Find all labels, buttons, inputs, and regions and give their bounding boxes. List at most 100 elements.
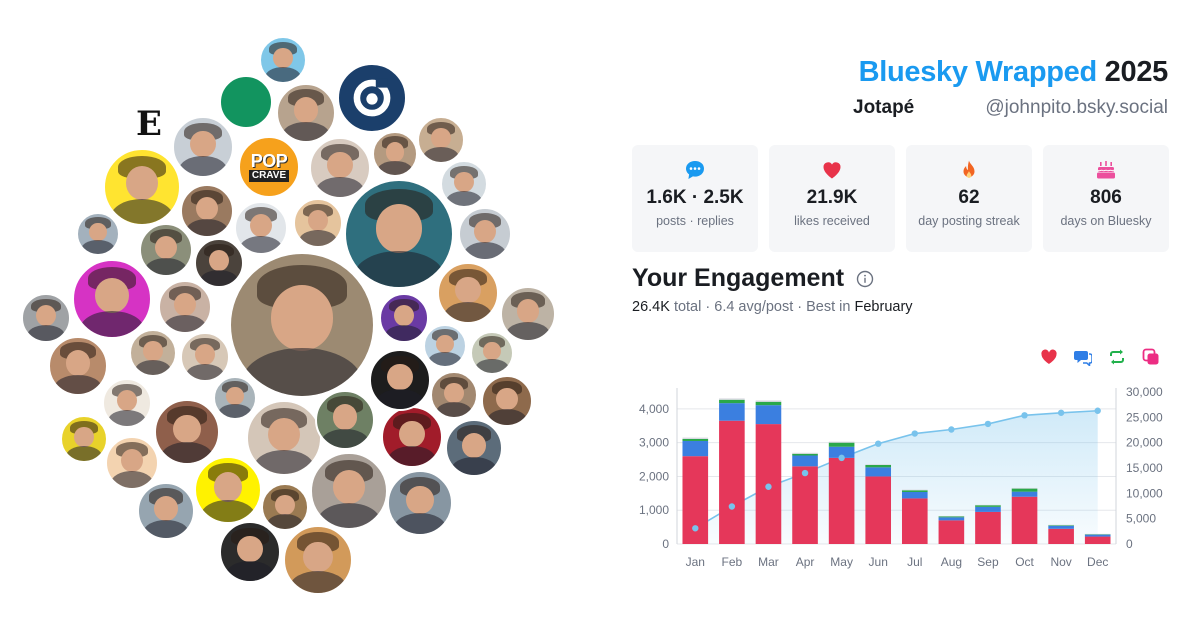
follower-avatar[interactable] xyxy=(372,131,418,177)
follower-avatar[interactable] xyxy=(387,470,453,536)
bar-segment xyxy=(682,440,709,457)
follower-avatar[interactable] xyxy=(21,293,71,343)
pop-crave-logo-top: POP xyxy=(250,150,288,171)
follower-avatar[interactable] xyxy=(500,286,556,342)
x-tick-label: Mar xyxy=(758,555,779,569)
heart-icon xyxy=(769,159,895,181)
x-tick-label: Oct xyxy=(1015,555,1034,569)
cumulative-point xyxy=(838,454,845,462)
bar-segment xyxy=(1084,534,1111,537)
repost-icon[interactable] xyxy=(1108,348,1126,366)
engagement-summary: 26.4K total · 6.4 avg/post · Best in Feb… xyxy=(632,299,913,315)
stat-value: 1.6K · 2.5K xyxy=(646,187,744,208)
follower-avatar[interactable] xyxy=(470,331,514,375)
engagement-total-word: total xyxy=(673,299,702,315)
follower-avatar[interactable] xyxy=(430,371,478,419)
follower-avatar[interactable] xyxy=(137,482,195,540)
follower-avatar[interactable] xyxy=(445,419,503,477)
bar-segment xyxy=(1048,525,1074,526)
follower-avatar[interactable] xyxy=(283,525,353,595)
follower-avatar[interactable] xyxy=(293,198,343,248)
bar-segment xyxy=(755,400,782,402)
reply-icon[interactable] xyxy=(1074,348,1092,366)
cake-icon xyxy=(1043,159,1169,181)
y2-tick-label: 25,000 xyxy=(1126,410,1163,424)
follower-avatar[interactable] xyxy=(481,375,533,427)
follower-avatar[interactable] xyxy=(276,83,336,143)
publication-logo[interactable]: E xyxy=(136,104,162,144)
cumulative-point xyxy=(875,440,882,447)
follower-avatar[interactable] xyxy=(105,436,159,490)
quote-icon[interactable] xyxy=(1142,348,1160,366)
follower-avatar[interactable] xyxy=(417,116,465,164)
y2-tick-label: 0 xyxy=(1126,537,1133,551)
follower-avatar[interactable] xyxy=(48,336,108,396)
follower-avatar[interactable] xyxy=(219,521,281,583)
bar-segment xyxy=(865,476,892,544)
x-tick-label: Nov xyxy=(1050,555,1071,569)
y-tick-label: 3,000 xyxy=(639,436,669,450)
follower-avatar[interactable] xyxy=(60,415,108,463)
follower-avatar[interactable] xyxy=(309,137,371,199)
follower-avatar[interactable] xyxy=(246,400,322,476)
follower-avatar[interactable] xyxy=(139,223,193,277)
bar-segment xyxy=(719,398,745,400)
follower-avatar[interactable] xyxy=(158,280,212,334)
y2-tick-label: 20,000 xyxy=(1126,436,1163,450)
follower-avatar[interactable] xyxy=(458,207,512,261)
cumulative-point xyxy=(948,426,955,433)
follower-avatar[interactable] xyxy=(259,36,307,84)
follower-avatar[interactable] xyxy=(261,483,309,531)
bar-segment xyxy=(865,464,892,465)
follower-avatar[interactable] xyxy=(315,390,375,450)
bar-segment xyxy=(938,515,965,517)
follower-avatar[interactable] xyxy=(172,116,234,178)
follower-avatar[interactable] xyxy=(180,332,230,382)
title-year: 2025 xyxy=(1104,56,1169,88)
bar-segment xyxy=(1048,528,1074,544)
follower-avatar[interactable] xyxy=(72,259,152,339)
follower-avatar[interactable] xyxy=(369,349,431,411)
follower-avatar[interactable] xyxy=(194,238,244,288)
follower-avatar[interactable] xyxy=(337,63,407,133)
heart-icon[interactable] xyxy=(1040,348,1058,366)
cumulative-point xyxy=(801,469,809,477)
follower-avatar[interactable] xyxy=(344,179,454,289)
follower-avatar[interactable] xyxy=(423,324,467,368)
engagement-title: Your Engagement xyxy=(632,264,845,292)
speech-bubble-icon xyxy=(632,159,758,181)
bar-segment xyxy=(1011,496,1038,544)
followers-avatar-cluster: E POP CRAVE xyxy=(21,36,556,595)
bar-segment xyxy=(792,453,818,456)
bar-segment xyxy=(865,467,892,477)
follower-avatar[interactable] xyxy=(219,75,273,129)
follower-avatar[interactable] xyxy=(310,452,388,530)
x-tick-label: Dec xyxy=(1087,555,1108,569)
follower-avatar[interactable] xyxy=(194,456,262,524)
stat-value: 21.9K xyxy=(806,187,858,208)
follower-avatar[interactable] xyxy=(102,378,152,428)
follower-avatar[interactable] xyxy=(381,406,443,468)
cumulative-point xyxy=(765,483,772,490)
follower-avatar[interactable] xyxy=(129,329,177,377)
user-handle[interactable]: @johnpito.bsky.social xyxy=(985,97,1168,118)
pop-crave-avatar[interactable]: POP CRAVE xyxy=(238,136,300,198)
follower-avatar[interactable] xyxy=(379,293,429,343)
engagement-best-prefix: Best in xyxy=(806,299,851,315)
info-icon[interactable] xyxy=(856,270,874,288)
follower-avatar[interactable] xyxy=(440,160,488,208)
follower-avatar[interactable] xyxy=(234,201,288,255)
bar-segment xyxy=(1011,488,1038,492)
follower-avatar[interactable] xyxy=(229,252,375,398)
bar-segment xyxy=(975,511,1001,544)
follower-avatar[interactable] xyxy=(103,148,181,226)
follower-avatar[interactable] xyxy=(180,184,234,238)
chart-legend xyxy=(1040,348,1160,366)
follower-avatar[interactable] xyxy=(437,262,499,324)
cumulative-point xyxy=(728,503,736,510)
follower-avatar[interactable] xyxy=(154,399,220,465)
bar-segment xyxy=(1084,533,1111,535)
y-tick-label: 2,000 xyxy=(639,469,669,483)
x-tick-label: Aug xyxy=(941,555,962,569)
stat-value: 806 xyxy=(1090,187,1122,208)
